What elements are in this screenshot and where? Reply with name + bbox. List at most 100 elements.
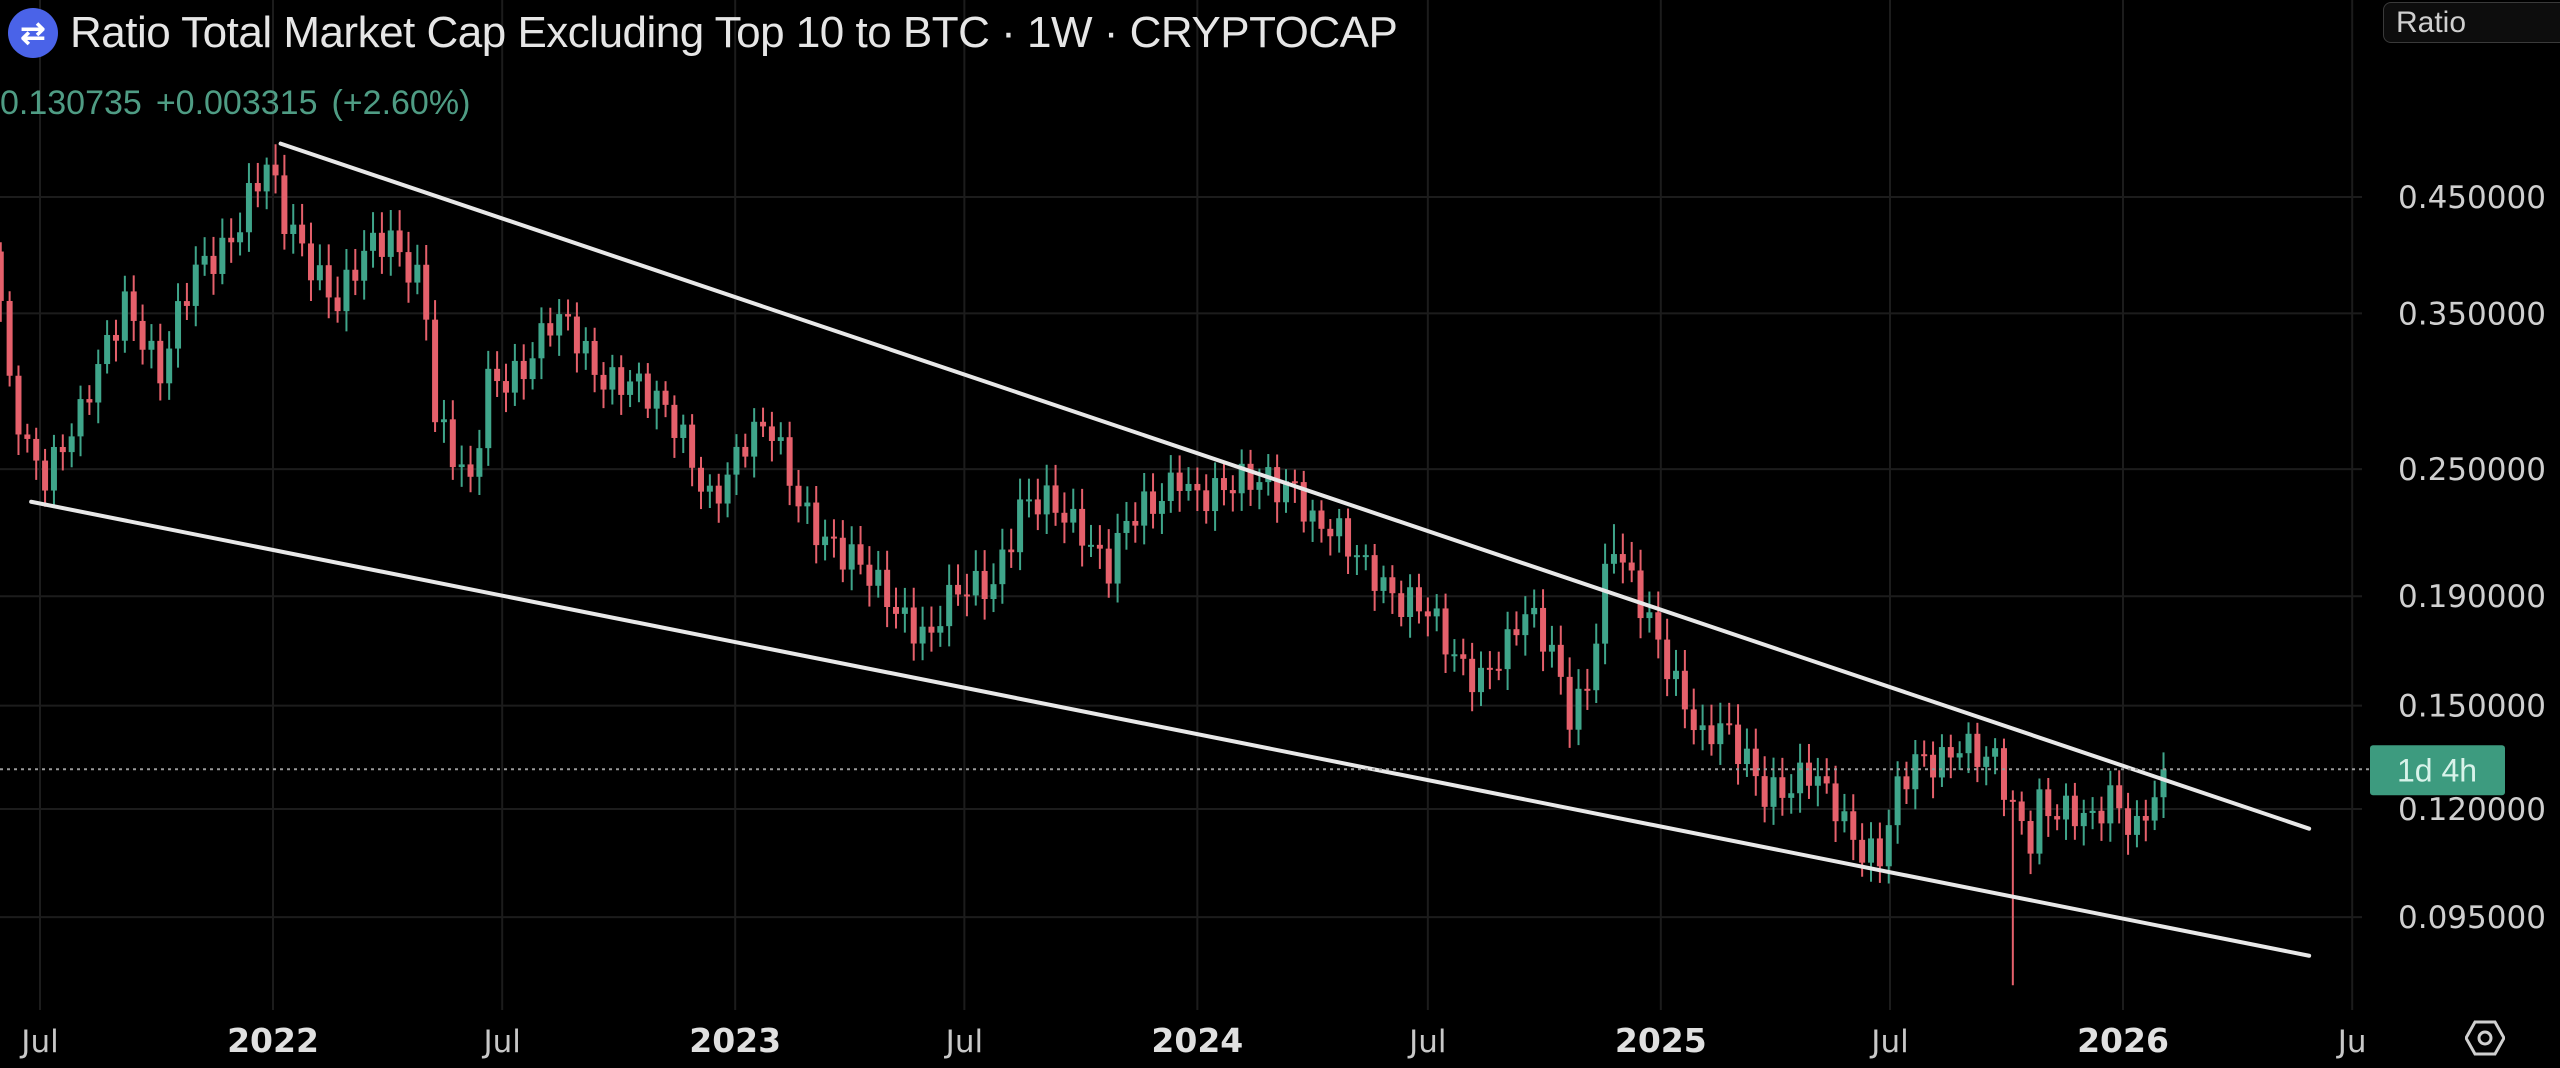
scale-mode-button[interactable]: Ratio <box>2383 2 2560 43</box>
candle-body <box>307 243 314 281</box>
time-tick-label: 2025 <box>1615 1021 1707 1060</box>
candle <box>1283 469 1290 513</box>
candle <box>1593 623 1600 703</box>
candle <box>1548 625 1555 668</box>
candle <box>157 323 164 401</box>
candle-body <box>1220 478 1227 491</box>
candle-body <box>875 569 882 586</box>
candle-body <box>839 537 846 570</box>
candle-body <box>1593 643 1600 691</box>
candle-body <box>387 230 394 257</box>
candle-body <box>1938 747 1945 778</box>
candle-body <box>1983 756 1990 767</box>
chart-title: Ratio Total Market Cap Excluding Top 10 … <box>70 8 1398 57</box>
candle <box>1407 574 1414 638</box>
candle <box>1557 625 1564 695</box>
candle-body <box>476 448 483 477</box>
candle <box>1114 513 1121 603</box>
time-tick-label: 2023 <box>689 1021 781 1060</box>
candle-body <box>1185 483 1192 491</box>
candle <box>1176 455 1183 512</box>
candle <box>1805 744 1812 799</box>
gear-icon[interactable] <box>2465 1018 2505 1058</box>
candle <box>884 550 891 628</box>
candle <box>42 448 49 507</box>
candle-body <box>1673 670 1680 680</box>
price-tick-label: 0.450000 <box>2398 180 2546 216</box>
candle-body <box>1088 544 1095 547</box>
candle <box>1433 594 1440 632</box>
candle <box>201 237 208 276</box>
candle <box>1088 524 1095 558</box>
candle <box>573 302 580 373</box>
candle <box>1486 651 1493 690</box>
candle-body <box>1797 762 1804 794</box>
candle <box>724 462 731 518</box>
candle-body <box>1832 783 1839 822</box>
candle-body <box>2036 789 2043 854</box>
candle <box>760 407 767 438</box>
candle <box>733 434 740 496</box>
candle-body <box>42 460 49 491</box>
candle-body <box>1371 555 1378 591</box>
candle-body <box>192 264 199 306</box>
candle <box>1300 470 1307 533</box>
candle-body <box>990 584 997 600</box>
candle <box>1478 651 1485 707</box>
candle <box>1079 488 1086 567</box>
candle <box>1637 549 1644 639</box>
candle <box>2080 799 2087 846</box>
candle-body <box>1965 733 1972 754</box>
candle <box>1628 541 1635 583</box>
time-axis[interactable]: Jul 2022 Jul 2023 Jul 2024 Jul 2025 Jul 2026 Ju <box>19 1021 2366 1060</box>
candle-body <box>715 485 722 504</box>
candle-body <box>352 269 359 281</box>
candle-body <box>1008 549 1015 553</box>
candle <box>839 520 846 583</box>
candle <box>768 411 775 462</box>
candle-body <box>1752 748 1759 777</box>
candle-body <box>1912 754 1919 790</box>
candle <box>1814 757 1821 807</box>
time-tick-label: Ju <box>2336 1024 2367 1060</box>
candle <box>1424 597 1431 637</box>
candle <box>591 327 598 393</box>
candle-body <box>1070 508 1077 523</box>
candle-body <box>1345 518 1352 557</box>
candle <box>440 399 447 443</box>
candle-body <box>1486 667 1493 670</box>
candle <box>121 275 128 353</box>
candle <box>2027 810 2034 875</box>
candle <box>1008 528 1015 568</box>
candle <box>680 414 687 454</box>
candle-body <box>1735 724 1742 765</box>
candle <box>1956 741 1963 770</box>
candle-body <box>742 446 749 457</box>
candle <box>671 395 678 458</box>
time-tick-label: Jul <box>944 1024 983 1060</box>
candle-body <box>928 626 935 633</box>
candle-body <box>24 434 31 439</box>
price-tick-label: 0.150000 <box>2398 689 2546 725</box>
candle <box>697 456 704 510</box>
price-axis[interactable]: 0.450000 0.350000 0.250000 0.190000 0.150000… <box>2398 180 2546 936</box>
candle-body <box>724 474 731 504</box>
candles <box>0 144 2167 986</box>
candle-body <box>1956 753 1963 758</box>
candle <box>1442 593 1449 673</box>
price-tick-label: 0.250000 <box>2398 452 2546 488</box>
candle-body <box>1380 577 1387 591</box>
candle <box>1708 704 1715 756</box>
candle-body <box>538 323 545 359</box>
candle-body <box>281 175 288 234</box>
trendlines[interactable] <box>29 141 2312 958</box>
candle-body <box>511 360 518 393</box>
candle-body <box>467 464 474 477</box>
candle <box>0 242 4 322</box>
candle <box>946 564 953 647</box>
trendline <box>278 141 2312 831</box>
candle <box>866 546 873 607</box>
candle <box>33 427 40 480</box>
candle-body <box>556 314 563 336</box>
